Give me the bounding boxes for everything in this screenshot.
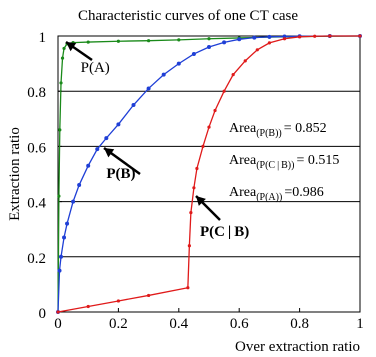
annotation-2: P(C | B) xyxy=(200,224,249,240)
annotation-arrow-head-1 xyxy=(104,148,115,158)
series-point-1-14 xyxy=(176,61,181,66)
plot-frame xyxy=(57,35,361,313)
series-line-2 xyxy=(57,35,360,313)
annotation-arrow-head-2 xyxy=(196,196,206,206)
area-label-subscript: (P(C | B)) xyxy=(256,160,294,171)
series-point-0-10 xyxy=(147,39,151,43)
y-tick-label-4: 0.8 xyxy=(27,85,46,101)
area-label-subscript: (P(B)) xyxy=(256,128,282,139)
x-tick-label-4: 0.8 xyxy=(290,316,309,332)
series-point-2-1 xyxy=(86,304,90,309)
series-point-1-16 xyxy=(207,45,211,50)
y-tick-label-1: 0.2 xyxy=(27,251,46,267)
series-point-2-20 xyxy=(328,34,332,38)
series-point-0-11 xyxy=(177,38,181,42)
series-point-1-10 xyxy=(116,122,121,127)
series-point-2-18 xyxy=(298,35,302,39)
series-point-0-5 xyxy=(62,46,66,51)
x-tick-label-0: 0 xyxy=(54,316,62,332)
series-point-2-5 xyxy=(187,244,191,248)
series-point-1-20 xyxy=(267,34,272,39)
y-axis-label: Extraction ratio xyxy=(7,127,23,221)
x-tick-label-2: 0.4 xyxy=(169,316,188,332)
series-point-2-2 xyxy=(116,299,120,303)
series-point-1-2 xyxy=(59,254,64,259)
series-point-0-12 xyxy=(207,37,211,41)
series-layer xyxy=(56,34,362,314)
x-tick-label-3: 0.6 xyxy=(230,316,249,332)
series-point-0-4 xyxy=(60,56,65,60)
series-point-1-15 xyxy=(191,51,196,56)
series-point-1-1 xyxy=(57,268,62,273)
series-point-1-8 xyxy=(95,147,100,152)
area-label-2: Area(P(A)) =0.986 xyxy=(229,185,324,203)
area-label-value: = 0.852 xyxy=(284,121,327,136)
series-line-1 xyxy=(57,35,360,313)
series-point-2-17 xyxy=(282,37,287,41)
series-point-0-9 xyxy=(116,39,120,43)
annotation-0: P(A) xyxy=(81,60,110,76)
y-tick-label-3: 0.6 xyxy=(27,140,46,156)
series-point-2-16 xyxy=(267,41,271,45)
series-point-1-7 xyxy=(86,163,91,168)
series-point-2-4 xyxy=(186,286,190,290)
series-2 xyxy=(56,34,362,314)
series-line-0 xyxy=(57,35,361,313)
series-point-1-5 xyxy=(71,199,76,204)
series-point-1-13 xyxy=(161,72,166,77)
series-point-2-9 xyxy=(201,144,205,148)
series-point-2-0 xyxy=(56,310,60,314)
series-point-1-4 xyxy=(65,221,70,226)
series-point-2-14 xyxy=(243,59,247,63)
y-tick-label-2: 0.4 xyxy=(27,196,46,212)
x-tick-label-1: 0.2 xyxy=(109,316,128,332)
series-point-2-15 xyxy=(255,48,259,52)
series-point-1-9 xyxy=(104,136,109,141)
area-label-prefix: Area xyxy=(229,121,257,136)
area-label-prefix: Area xyxy=(229,153,257,168)
series-point-1-18 xyxy=(237,37,242,42)
series-1 xyxy=(56,34,362,314)
area-label-prefix: Area xyxy=(229,185,257,200)
y-tick-label-0: 0 xyxy=(39,306,47,322)
series-point-1-12 xyxy=(146,86,151,91)
series-point-0-3 xyxy=(59,81,63,85)
series-point-2-10 xyxy=(207,125,211,129)
tick-layer: 0 0.2 0.4 0.6 0.8 1 0 0.2 0.4 0.6 0.8 1 xyxy=(27,30,364,332)
area-label-0: Area(P(B)) = 0.852 xyxy=(229,121,327,139)
series-point-2-21 xyxy=(358,34,362,38)
series-point-2-13 xyxy=(231,73,235,77)
series-point-1-17 xyxy=(222,40,227,45)
area-label-value: =0.986 xyxy=(284,185,323,200)
annotation-1: P(B) xyxy=(106,166,135,182)
series-point-2-3 xyxy=(147,293,151,298)
series-point-2-6 xyxy=(189,211,193,215)
series-point-1-19 xyxy=(252,35,257,40)
series-point-2-8 xyxy=(195,166,199,171)
area-label-1: Area(P(C | B)) = 0.515 xyxy=(229,153,339,171)
series-point-2-7 xyxy=(192,186,196,190)
series-point-0-1 xyxy=(57,194,61,198)
series-point-1-6 xyxy=(77,183,82,188)
annotation-layer: P(A) P(B) P(C | B) xyxy=(65,40,249,240)
x-axis-label: Over extraction ratio xyxy=(235,339,360,355)
series-point-0-2 xyxy=(58,128,62,132)
chart-title: Characteristic curves of one CT case xyxy=(78,8,298,24)
x-tick-label-5: 1 xyxy=(356,316,364,332)
series-point-1-11 xyxy=(131,103,136,107)
series-point-1-3 xyxy=(62,235,67,240)
annotation-arrow-head-0 xyxy=(66,42,77,52)
series-point-2-12 xyxy=(222,89,226,93)
y-tick-label-5: 1 xyxy=(39,30,47,46)
series-0 xyxy=(56,34,362,314)
series-point-0-8 xyxy=(86,40,90,44)
series-point-2-11 xyxy=(213,108,217,113)
grid-layer xyxy=(58,90,360,258)
series-point-2-19 xyxy=(313,34,317,38)
area-label-subscript: (P(A)) xyxy=(256,192,282,203)
area-label-value: = 0.515 xyxy=(296,153,339,168)
